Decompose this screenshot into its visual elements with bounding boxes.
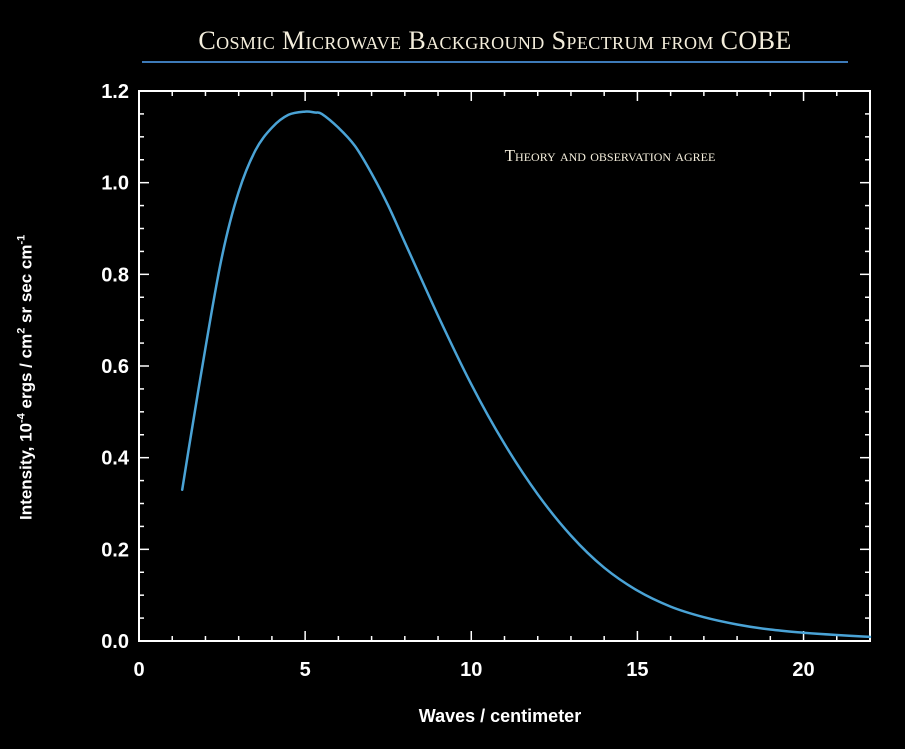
y-axis-label: Intensity, 10-4 ergs / cm2 sr sec cm-1	[16, 157, 37, 597]
y-tick-label: 0.2	[101, 539, 129, 561]
y-tick-label: 1.0	[101, 173, 129, 195]
chart-title: Cosmic Microwave Background Spectrum fro…	[198, 26, 792, 55]
chart-annotation: Theory and observation agree	[504, 146, 716, 165]
y-tick-label: 0.4	[101, 448, 130, 470]
x-tick-label: 20	[792, 659, 814, 681]
x-axis-label: Waves / centimeter	[418, 706, 582, 726]
x-tick-label: 0	[133, 659, 144, 681]
y-axis-label-rest: sr sec cm	[16, 244, 36, 328]
x-tick-label: 15	[626, 659, 648, 681]
y-axis-label-exp3: -1	[15, 234, 28, 245]
y-axis-label-mid: ergs / cm	[16, 333, 36, 414]
y-axis-label-prefix: Intensity, 10	[16, 422, 36, 520]
x-tick-label: 5	[300, 659, 311, 681]
y-axis-label-exp1: -4	[15, 413, 28, 423]
y-tick-label: 0.6	[101, 356, 129, 378]
spectrum-series-line	[180, 110, 872, 639]
plot-frame	[138, 90, 871, 642]
y-tick-label: 0.0	[101, 631, 129, 653]
title-rule	[142, 61, 848, 63]
y-tick-label: 0.8	[101, 264, 129, 286]
y-axis-label-exp2: 2	[15, 327, 28, 334]
y-tick-label: 1.2	[101, 81, 129, 103]
x-tick-label: 10	[460, 659, 482, 681]
